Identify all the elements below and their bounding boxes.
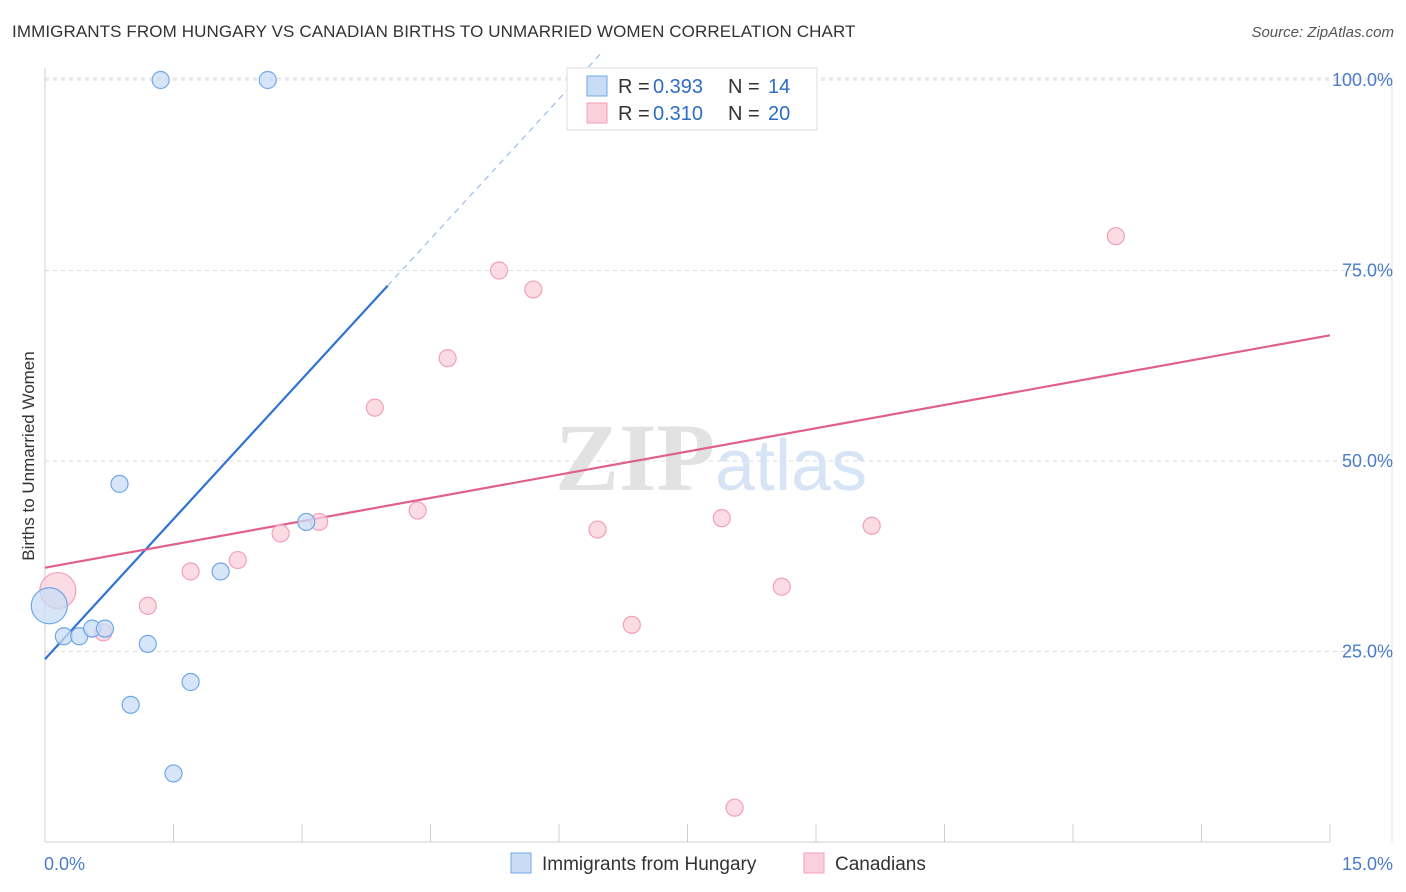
data-point-hungary [211,562,230,581]
bottom-legend-label: Immigrants from Hungary [542,854,757,875]
y-axis-label: Births to Unmarried Women [19,351,38,560]
y-tick-label: 50.0% [1342,451,1393,471]
data-point-canadians [772,577,791,596]
y-tick-label: 25.0% [1342,642,1393,662]
data-point-hungary [138,634,157,653]
legend-frame [566,67,818,131]
data-point-canadians [408,501,427,520]
data-point-canadians [588,520,607,539]
data-point-hungary [297,512,316,532]
bottom-legend-swatch [510,852,532,874]
data-point-canadians [862,516,881,535]
y-tick-label: 75.0% [1342,261,1393,281]
legend-n-label: N = [728,76,760,98]
data-point-canadians [271,524,290,543]
data-point-hungary [151,70,170,90]
data-point-hungary [95,619,115,638]
trend-line-hungary [44,284,389,660]
legend-swatch [586,75,608,97]
trend-extension-hungary [387,51,603,287]
watermark: ZIP atlas [555,404,867,511]
legend-swatch [586,102,608,124]
data-point-canadians [725,798,744,817]
data-point-hungary [30,587,68,625]
watermark-atlas: atlas [715,426,867,506]
data-point-hungary [164,764,183,783]
data-point-canadians [712,509,731,528]
axes [44,68,1331,843]
tick-labels: 25.0% 50.0% 75.0% 100.0% 0.0% 15.0% [44,70,1393,874]
data-points [30,70,1125,817]
data-point-canadians [228,550,247,570]
legend-n-value: 14 [768,76,790,98]
trend-line-canadians [44,334,1331,569]
data-point-canadians [438,349,457,368]
data-point-canadians [365,398,384,417]
data-point-canadians [524,280,543,299]
legend-r-value: 0.310 [653,103,703,125]
bottom-legend-swatch [803,852,825,874]
data-point-hungary [54,627,73,646]
chart-source: Source: ZipAtlas.com [1251,24,1394,41]
bottom-legend-label: Canadians [835,854,926,875]
data-point-hungary [110,474,129,493]
data-point-hungary [121,695,140,714]
data-point-canadians [181,562,200,581]
data-point-hungary [258,70,277,90]
legend-r-label: R = [618,103,650,125]
chart-title: IMMIGRANTS FROM HUNGARY VS CANADIAN BIRT… [12,22,856,41]
legend-n-label: N = [728,103,760,125]
trend-lines [44,51,1331,660]
legend-n-value: 20 [768,103,790,125]
x-tick-label: 0.0% [44,854,85,874]
data-point-canadians [1106,227,1125,246]
watermark-zip: ZIP [555,404,715,511]
data-point-hungary [181,672,200,692]
y-tick-label: 100.0% [1332,70,1393,90]
legend-r-value: 0.393 [653,76,703,98]
legend-r-label: R = [618,76,650,98]
data-point-canadians [622,615,641,634]
x-tick-label: 15.0% [1342,854,1393,874]
legend-box: R = 0.393 N = 14 R = 0.310 N = 20 [566,67,818,131]
data-point-canadians [138,596,157,615]
bottom-legend: Immigrants from Hungary Canadians [510,852,926,875]
data-point-canadians [489,261,509,280]
